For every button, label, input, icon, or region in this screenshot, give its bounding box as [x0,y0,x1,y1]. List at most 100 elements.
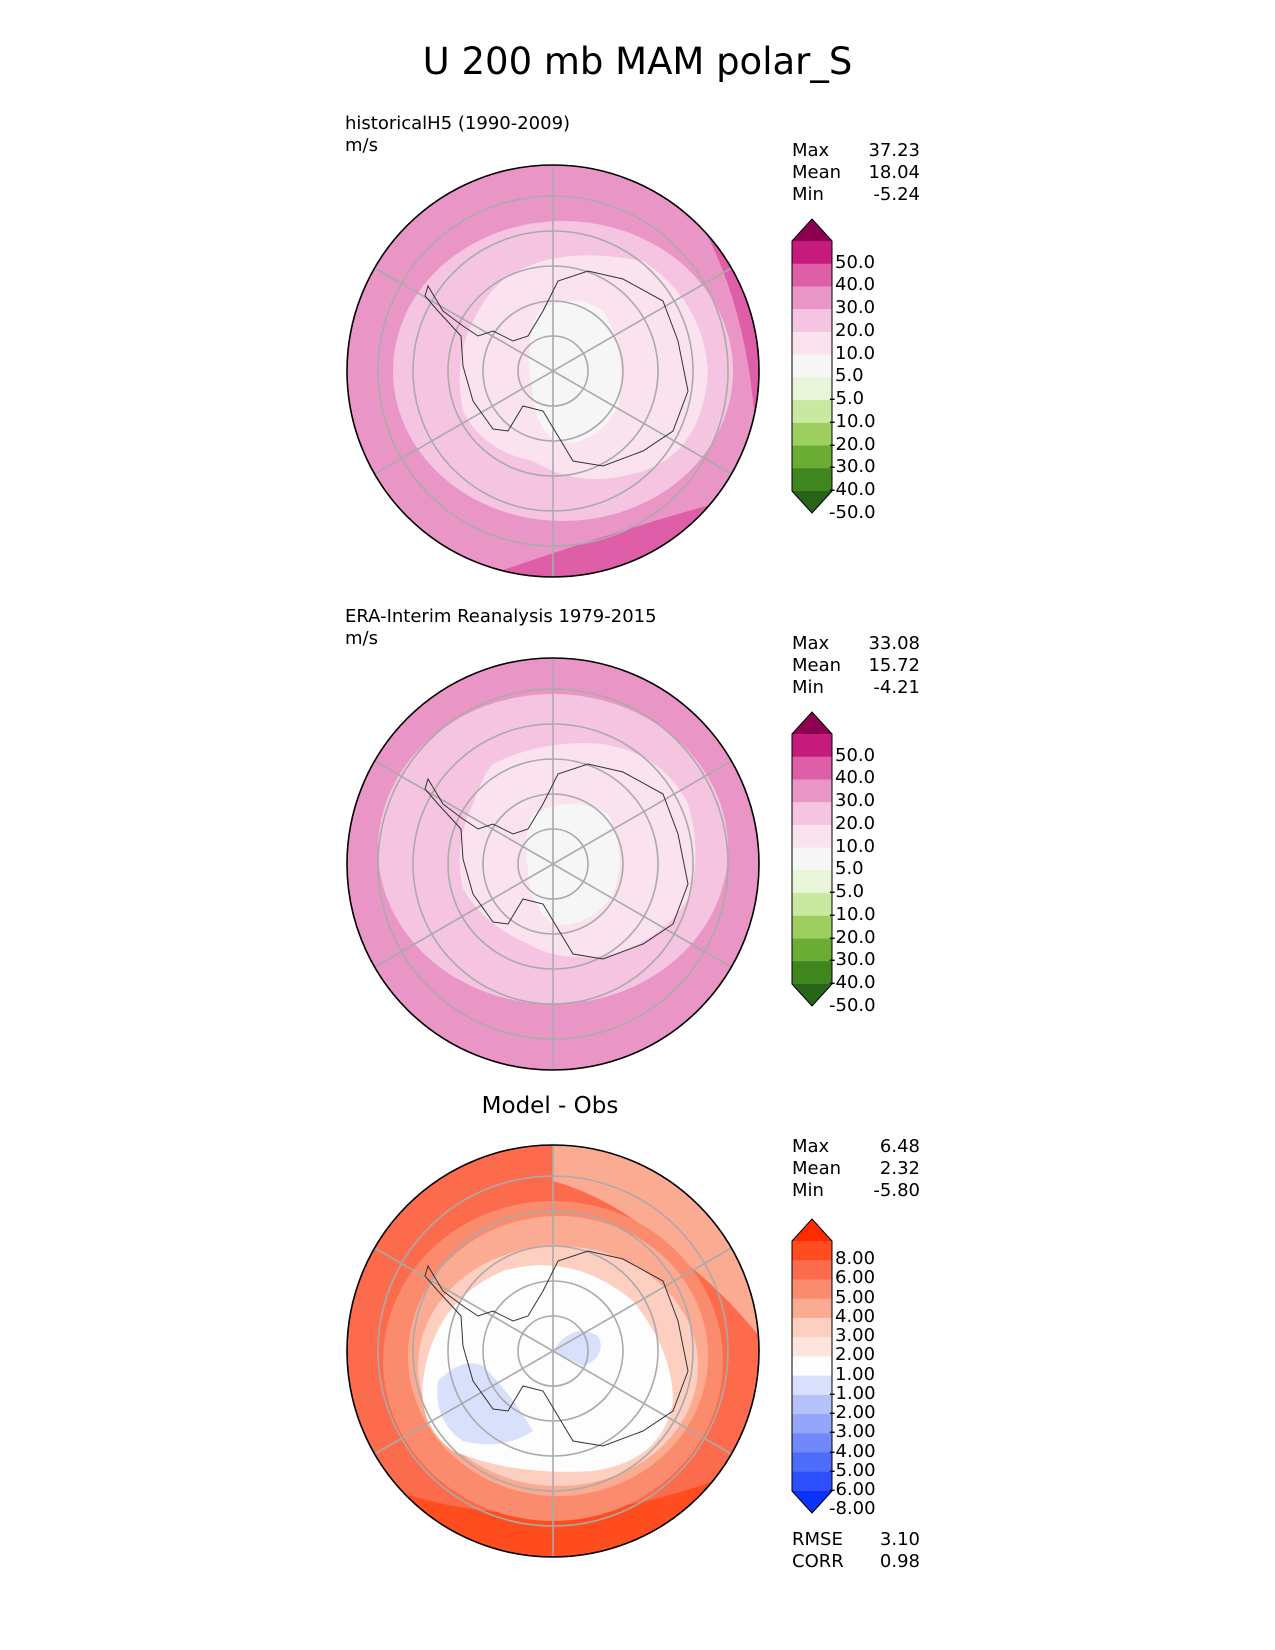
colorbar-segment [792,1394,832,1415]
colorbar-tick-label: 40.0 [835,274,876,296]
colorbar-segment [792,961,832,985]
panel-units: m/s [345,135,378,156]
colorbar-tick-label: -20.0 [829,433,876,455]
stat-label: Mean [792,1158,842,1179]
colorbar-tick-label: -10.0 [829,903,876,925]
colorbar-tick-label: 50.0 [835,251,876,273]
stat-label: Max [792,633,830,654]
colorbar-segment [792,1317,832,1338]
panel-obs: ERA-Interim Reanalysis 1979-2015 m/s Max… [0,606,1275,1086]
colorbar-tick-label: 6.00 [835,1267,876,1289]
colorbar-tick-label: -3.00 [829,1421,876,1443]
colorbar-tick-label: -10.0 [829,410,876,432]
colorbar-segment [792,1241,832,1261]
panel-title-line: ERA-Interim Reanalysis 1979-2015 [345,606,657,627]
colorbar-segment [792,1356,832,1377]
colorbar-outline [791,1218,833,1514]
stat-label: Mean [792,655,842,676]
colorbar-segment [792,734,832,758]
colorbar-tick-label: -8.00 [829,1498,876,1520]
colorbar-tick-label: 20.0 [835,319,876,341]
colorbar-extend-min [792,491,832,513]
panel-title: ERA-Interim Reanalysis 1979-2015 m/s [345,606,657,650]
colorbar-tick-label: 20.0 [835,812,876,834]
colorbar-segment [792,1337,832,1357]
colorbar-segment [792,893,832,917]
colorbar-extend-max [792,712,832,734]
colorbar-segment [792,354,832,378]
stats-block: Max 37.23 Mean 18.04 Min -5.24 [792,140,920,206]
colorbar-segment [792,422,832,447]
colorbar-segment [792,468,832,492]
stats-block: Max 6.48 Mean 2.32 Min -5.80 [792,1136,920,1202]
colorbar-segment [792,756,832,780]
colorbar-segment [792,286,832,310]
colorbar-segment [792,915,832,940]
colorbar-tick-label: -30.0 [829,949,876,971]
colorbar-segment [792,377,832,401]
colorbar-tick-label: 30.0 [835,790,876,812]
colorbar-tick-label: 5.0 [835,365,864,387]
stat-value: 37.23 [868,140,920,161]
panel-title-line: historicalH5 (1990-2009) [345,113,571,134]
colorbar-tick-label: -40.0 [829,972,876,993]
colorbar-tick-label: -50.0 [829,994,876,1016]
colorbar-tick-label: -6.00 [829,1479,876,1500]
stat-label: Min [792,677,824,698]
colorbar-segment [792,1298,832,1319]
colorbar-tick-label: -5.0 [829,881,865,903]
colorbar-tick-label: 10.0 [835,342,876,364]
colorbar [791,218,833,514]
colorbar-tick-label: -30.0 [829,456,876,478]
colorbar-extend-max [792,219,832,241]
error-stats: RMSE 3.10 CORR 0.98 [792,1529,920,1573]
colorbar-segment [792,400,832,424]
colorbar-tick-label: 40.0 [835,767,876,789]
colorbar-extend-max [792,1219,832,1241]
panel-difference: Model - Obs Max 6.48 Mean 2.32 [0,1093,1275,1581]
colorbar-segment [792,1279,832,1300]
colorbar-tick-label: 1.00 [835,1363,876,1385]
colorbar-tick-label: -1.00 [829,1382,876,1404]
colorbar-segment [792,824,832,849]
colorbar-segment [792,331,832,356]
colorbar-segment [792,802,832,826]
colorbar-outline [791,218,833,514]
colorbar-segment [792,847,832,871]
colorbar-tick-label: 10.0 [835,835,876,857]
colorbar-tick-label: 30.0 [835,297,876,319]
stat-value: 18.04 [868,162,920,183]
colorbar [791,1218,833,1514]
colorbar-segment [792,938,832,962]
colorbar-tick-label: -5.0 [829,388,865,410]
stat-value: 15.72 [868,655,920,676]
colorbar-segment [792,263,832,287]
colorbar-tick-label: -5.00 [829,1459,876,1481]
stat-label: Max [792,140,830,161]
colorbar-outline [791,711,833,1007]
stat-value: -5.24 [873,184,920,205]
colorbar [791,711,833,1007]
colorbar-tick-label: -20.0 [829,926,876,948]
colorbar-tick-label: -2.00 [829,1402,876,1424]
panel-model: historicalH5 (1990-2009) m/s Max 37.23 [0,113,1275,593]
colorbar-tick-label: 4.00 [835,1305,876,1327]
figure-title: U 200 mb MAM polar_S [422,40,853,83]
stat-value: -5.80 [873,1180,920,1201]
colorbar-segment [792,445,832,469]
stat-label: Max [792,1136,830,1157]
colorbar-tick-label: 50.0 [835,744,876,766]
stat-value: 33.08 [868,633,920,654]
colorbar-segment [792,779,832,803]
polar-map-model [346,164,760,578]
stat-label: RMSE [792,1529,843,1550]
colorbar-tick-label: -40.0 [829,479,876,500]
stat-value: 2.32 [879,1158,920,1179]
colorbar-extend-min [792,1491,832,1513]
stat-value: -4.21 [873,677,920,698]
colorbar-segment [792,1260,832,1280]
stat-value: 3.10 [879,1529,920,1550]
colorbar-segment [792,1471,832,1492]
polar-map-difference [346,1144,760,1558]
colorbar-tick-label: -50.0 [829,501,876,523]
